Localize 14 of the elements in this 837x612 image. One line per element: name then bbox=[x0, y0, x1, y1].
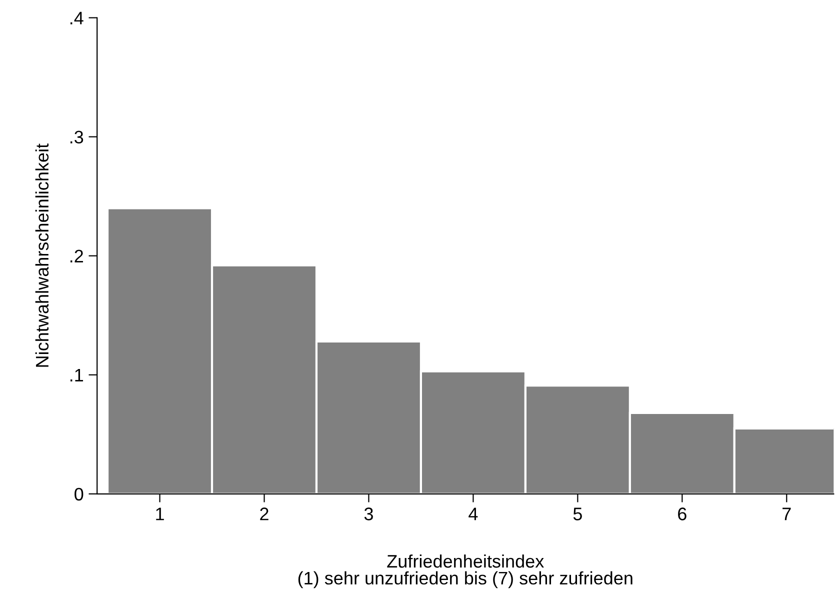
x-tick-label: 1 bbox=[156, 508, 164, 520]
x-tick-label: 5 bbox=[573, 508, 582, 520]
x-tick-label: 6 bbox=[678, 508, 686, 520]
x-tick-label: 4 bbox=[468, 508, 478, 520]
y-tick-label: .4 bbox=[70, 12, 84, 24]
x-axis-title: Zufriedenheitsindex (1) sehr unzufrieden bis (7) sehr zufrieden bbox=[298, 554, 632, 588]
y-tick-label: 0 bbox=[74, 488, 84, 501]
y-tick-label: .1 bbox=[70, 368, 84, 382]
y-axis-title: Nichtwahlwahrscheinlichkeit bbox=[35, 144, 49, 367]
x-tick-label: 7 bbox=[782, 508, 791, 520]
y-tick-label: .3 bbox=[70, 130, 84, 144]
y-tick-label: .2 bbox=[70, 250, 83, 262]
x-tick-label: 2 bbox=[260, 508, 268, 520]
x-tick-label: 3 bbox=[364, 508, 373, 520]
